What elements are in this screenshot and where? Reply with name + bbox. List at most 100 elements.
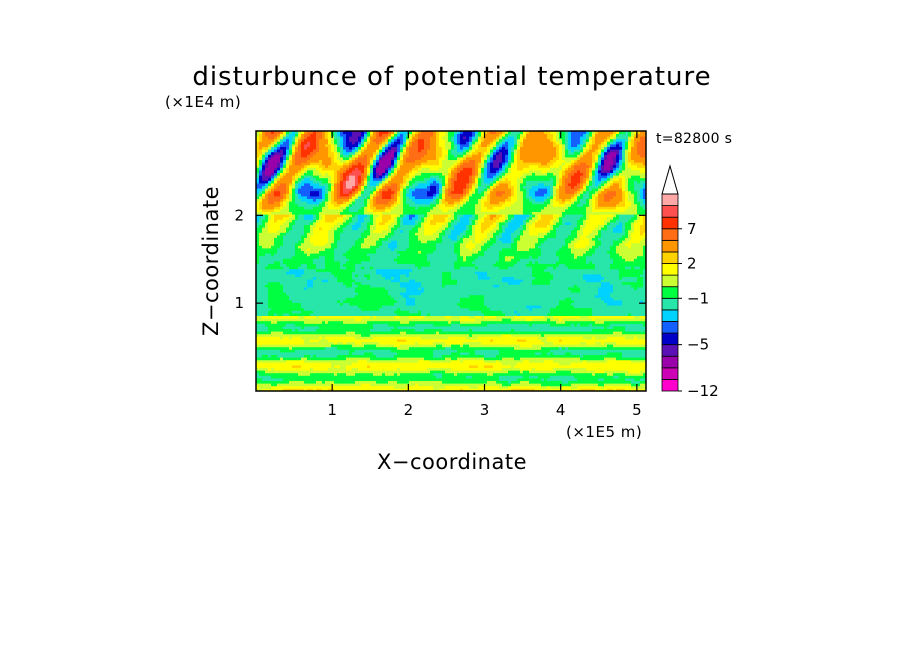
contour-cell	[415, 352, 418, 355]
contour-cell	[577, 386, 580, 389]
contour-cell	[304, 303, 307, 306]
contour-cell	[442, 316, 445, 319]
contour-cell	[526, 305, 529, 308]
contour-cell	[598, 355, 601, 358]
contour-cell	[382, 375, 385, 378]
contour-cell	[622, 313, 625, 316]
contour-cell	[283, 297, 286, 300]
contour-cell	[262, 342, 265, 345]
contour-cell	[565, 378, 568, 381]
contour-cell	[640, 347, 643, 350]
contour-cell	[460, 329, 463, 332]
contour-cell	[385, 331, 388, 334]
contour-cell	[526, 313, 529, 316]
contour-cell	[316, 316, 319, 319]
contour-cell	[385, 316, 388, 319]
contour-cell	[325, 339, 328, 342]
contour-cell	[430, 303, 433, 306]
contour-cell	[376, 365, 379, 368]
contour-cell	[556, 305, 559, 308]
time-label: t=82800 s	[656, 131, 732, 147]
contour-cell	[307, 386, 310, 389]
contour-cell	[490, 329, 493, 332]
contour-cell	[616, 347, 619, 350]
contour-cell	[352, 347, 355, 350]
contour-cell	[604, 378, 607, 381]
contour-cell	[640, 386, 643, 389]
contour-cell	[280, 329, 283, 332]
contour-cell	[379, 326, 382, 329]
contour-cell	[394, 295, 397, 298]
contour-cell	[640, 368, 643, 371]
contour-cell	[304, 373, 307, 376]
contour-cell	[622, 347, 625, 350]
contour-cell	[550, 297, 553, 300]
contour-cell	[490, 334, 493, 337]
contour-cell	[496, 336, 499, 339]
contour-cell	[640, 378, 643, 381]
contour-cell	[376, 378, 379, 381]
contour-cell	[475, 339, 478, 342]
contour-cell	[331, 292, 334, 295]
contour-cell	[499, 334, 502, 337]
contour-cell	[559, 297, 562, 300]
contour-cell	[496, 362, 499, 365]
contour-cell	[556, 378, 559, 381]
contour-cell	[553, 318, 556, 321]
contour-cell	[499, 368, 502, 371]
contour-cell	[265, 381, 268, 384]
contour-cell	[541, 323, 544, 326]
contour-cell	[538, 292, 541, 295]
contour-cell	[262, 305, 265, 308]
contour-cell	[604, 323, 607, 326]
contour-cell	[259, 300, 262, 303]
contour-cell	[307, 321, 310, 324]
contour-cell	[598, 344, 601, 347]
contour-cell	[538, 297, 541, 300]
contour-cell	[382, 318, 385, 321]
contour-cell	[616, 323, 619, 326]
contour-cell	[451, 336, 454, 339]
contour-cell	[616, 295, 619, 298]
contour-cell	[358, 362, 361, 365]
contour-cell	[574, 365, 577, 368]
contour-cell	[280, 373, 283, 376]
contour-cell	[391, 344, 394, 347]
contour-cell	[343, 313, 346, 316]
contour-cell	[400, 326, 403, 329]
contour-cell	[406, 360, 409, 363]
contour-cell	[577, 375, 580, 378]
contour-cell	[598, 370, 601, 373]
contour-cell	[340, 383, 343, 386]
contour-cell	[490, 305, 493, 308]
contour-cell	[454, 381, 457, 384]
contour-cell	[286, 300, 289, 303]
contour-cell	[571, 355, 574, 358]
contour-cell	[481, 375, 484, 378]
contour-cell	[340, 303, 343, 306]
contour-cell	[304, 370, 307, 373]
contour-cell	[598, 305, 601, 308]
contour-cell	[331, 357, 334, 360]
contour-cell	[571, 352, 574, 355]
contour-cell	[511, 313, 514, 316]
contour-cell	[259, 329, 262, 332]
contour-cell	[631, 383, 634, 386]
contour-cell	[409, 378, 412, 381]
contour-cell	[619, 339, 622, 342]
contour-cell	[544, 295, 547, 298]
contour-cell	[589, 344, 592, 347]
contour-cell	[433, 303, 436, 306]
contour-cell	[526, 310, 529, 313]
contour-cell	[436, 331, 439, 334]
contour-cell	[490, 303, 493, 306]
contour-cell	[586, 292, 589, 295]
contour-cell	[541, 368, 544, 371]
contour-cell	[514, 323, 517, 326]
contour-cell	[547, 349, 550, 352]
contour-cell	[601, 355, 604, 358]
contour-cell	[439, 370, 442, 373]
contour-cell	[421, 334, 424, 337]
contour-cell	[313, 321, 316, 324]
contour-cell	[601, 331, 604, 334]
